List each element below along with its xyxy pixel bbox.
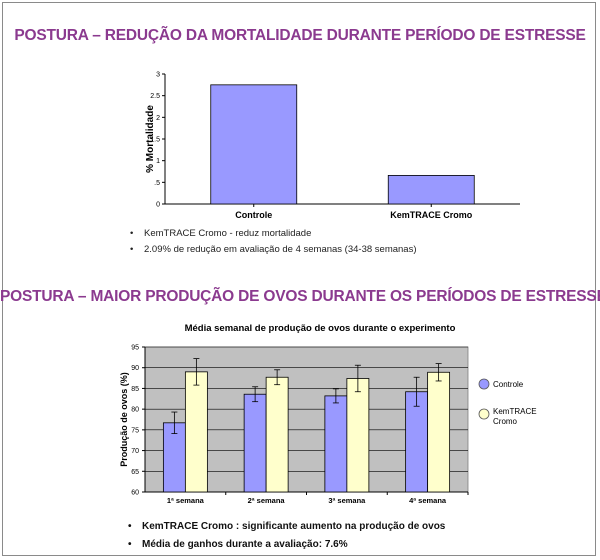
y-tick-label: 0	[156, 202, 160, 209]
bar-kemtrace-cromo	[387, 174, 475, 205]
mortality-bullet-1: KemTRACE Cromo - reduz mortalidade	[130, 226, 417, 242]
egg-production-chart: Média semanal de produção de ovos durant…	[119, 323, 537, 505]
chart-title: Média semanal de produção de ovos durant…	[185, 323, 456, 334]
y-tick-label: 1.5	[150, 137, 160, 144]
page-frame	[2, 2, 596, 556]
bar-kemtrace-cromo	[346, 378, 370, 493]
error-bar-kemtrace-cromo	[274, 369, 281, 386]
bar-kemtrace-cromo	[184, 371, 208, 493]
y-tick-label: 90	[131, 365, 139, 372]
legend-label-kemtrace-cromo-line1: KemTRACE	[493, 407, 537, 416]
bar-controle	[324, 395, 348, 493]
error-bar-kemtrace-cromo	[193, 358, 200, 386]
x-tick-label: 2ª semana	[248, 496, 286, 505]
bar-kemtrace-cromo	[427, 371, 451, 493]
error-bar-controle	[413, 376, 420, 407]
mortality-section-title: POSTURA – REDUÇÃO DA MORTALIDADE DURANTE…	[14, 27, 586, 44]
y-tick-label: 60	[131, 490, 139, 497]
egg-production-bullet-2: Média de ganhos durante a avaliação: 7.6…	[128, 536, 445, 554]
y-tick-label: 75	[131, 427, 139, 434]
bar-controle	[405, 391, 429, 493]
y-axis-label: % Mortalidade	[145, 105, 156, 173]
x-tick-label: 3ª semana	[328, 496, 366, 505]
mortality-bullets: KemTRACE Cromo - reduz mortalidade 2.09%…	[130, 226, 417, 258]
y-tick-label: 95	[131, 345, 139, 352]
y-axis-label: Produção de ovos (%)	[119, 372, 129, 467]
y-tick-label: .5	[154, 180, 160, 187]
y-tick-label: 2.5	[150, 93, 160, 100]
bar-controle	[243, 393, 267, 493]
legend-label-controle: Controle	[493, 380, 524, 389]
error-bar-controle	[171, 411, 178, 434]
bar-kemtrace-cromo	[265, 376, 289, 493]
y-tick-label: 85	[131, 386, 139, 393]
y-tick-label: 1	[156, 158, 160, 165]
y-tick-label: 3	[156, 72, 160, 79]
y-tick-label: 80	[131, 407, 139, 414]
x-tick-label: KemTRACE Cromo	[390, 210, 473, 220]
x-tick-label: Controle	[235, 210, 272, 220]
bar-controle	[210, 84, 298, 205]
mortality-chart: 0 .5 1 1.5 2 2.5 3 Controle KemTRACE Cromo % Mort…	[145, 72, 520, 220]
error-bar-controle	[332, 388, 339, 404]
y-tick-label: 65	[131, 469, 139, 476]
error-bar-controle	[252, 386, 259, 403]
error-bar-kemtrace-cromo	[435, 363, 442, 382]
legend-marker-kemtrace-cromo	[478, 408, 490, 420]
error-bar-kemtrace-cromo	[354, 364, 361, 393]
y-tick-label: 2	[156, 115, 160, 122]
legend-label-kemtrace-cromo-line2: Cromo	[493, 417, 518, 426]
legend-marker-controle	[478, 378, 490, 390]
egg-production-bullet-1: KemTRACE Cromo : significante aumento na…	[128, 518, 445, 536]
mortality-bullet-2: 2.09% de redução em avaliação de 4 seman…	[130, 242, 417, 258]
x-tick-label: 4ª semana	[409, 496, 447, 505]
y-tick-label: 70	[131, 448, 139, 455]
egg-production-section-title: POSTURA – MAIOR PRODUÇÃO DE OVOS DURANTE…	[0, 288, 600, 305]
x-tick-label: 1ª semana	[167, 496, 205, 505]
egg-production-bullets: KemTRACE Cromo : significante aumento na…	[128, 518, 445, 554]
